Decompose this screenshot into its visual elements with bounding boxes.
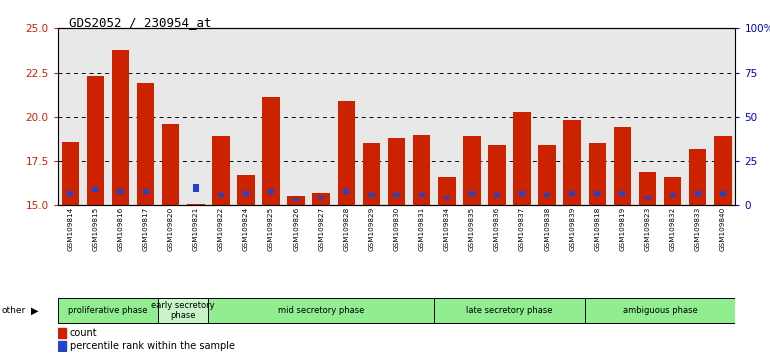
Bar bbox=[538, 145, 556, 205]
Bar bbox=[720, 190, 726, 195]
Bar bbox=[644, 195, 651, 199]
Text: late secretory phase: late secretory phase bbox=[466, 306, 553, 315]
Text: ambiguous phase: ambiguous phase bbox=[623, 306, 698, 315]
Bar bbox=[664, 177, 681, 205]
Bar bbox=[293, 198, 300, 201]
Bar bbox=[569, 190, 575, 195]
Text: ▶: ▶ bbox=[31, 306, 38, 316]
Text: percentile rank within the sample: percentile rank within the sample bbox=[69, 341, 235, 351]
Bar bbox=[313, 193, 330, 205]
Bar bbox=[237, 175, 255, 205]
Bar bbox=[494, 193, 500, 197]
Bar bbox=[62, 142, 79, 205]
Bar bbox=[469, 190, 475, 195]
Bar bbox=[343, 189, 350, 194]
Bar bbox=[544, 193, 551, 197]
Bar bbox=[388, 138, 405, 205]
Bar bbox=[67, 190, 73, 195]
Bar bbox=[337, 101, 355, 205]
Bar bbox=[594, 190, 601, 195]
Bar bbox=[86, 76, 104, 205]
Bar bbox=[689, 149, 707, 205]
Bar bbox=[393, 193, 400, 197]
Bar bbox=[488, 145, 506, 205]
Bar bbox=[614, 127, 631, 205]
Bar bbox=[619, 190, 625, 195]
Bar bbox=[670, 193, 676, 197]
Bar bbox=[187, 204, 205, 205]
Bar bbox=[413, 135, 430, 205]
Bar bbox=[218, 193, 224, 197]
Bar bbox=[209, 298, 434, 324]
Bar bbox=[318, 195, 324, 199]
Bar bbox=[192, 184, 199, 192]
Bar bbox=[444, 195, 450, 199]
Bar bbox=[112, 50, 129, 205]
Bar bbox=[92, 187, 99, 192]
Bar bbox=[419, 193, 425, 197]
Bar bbox=[695, 190, 701, 195]
Bar bbox=[588, 143, 606, 205]
Bar bbox=[463, 136, 480, 205]
Bar bbox=[268, 189, 274, 194]
Bar bbox=[58, 298, 158, 324]
Bar bbox=[368, 193, 374, 197]
Bar bbox=[438, 177, 456, 205]
Bar bbox=[363, 143, 380, 205]
Bar bbox=[434, 298, 584, 324]
Bar bbox=[58, 341, 66, 351]
Bar bbox=[162, 124, 179, 205]
Bar bbox=[639, 172, 656, 205]
Bar bbox=[158, 298, 209, 324]
Bar bbox=[117, 189, 123, 194]
Bar bbox=[287, 196, 305, 205]
Bar bbox=[137, 83, 154, 205]
Text: mid secretory phase: mid secretory phase bbox=[278, 306, 364, 315]
Bar bbox=[243, 190, 249, 195]
Bar bbox=[514, 112, 531, 205]
Text: proliferative phase: proliferative phase bbox=[69, 306, 148, 315]
Text: count: count bbox=[69, 327, 97, 338]
Bar bbox=[519, 190, 525, 195]
Bar bbox=[564, 120, 581, 205]
Bar bbox=[263, 97, 280, 205]
Bar bbox=[142, 189, 149, 194]
Text: other: other bbox=[2, 306, 25, 315]
Bar bbox=[584, 298, 735, 324]
Bar bbox=[58, 327, 66, 338]
Bar bbox=[212, 136, 229, 205]
Text: GDS2052 / 230954_at: GDS2052 / 230954_at bbox=[69, 16, 212, 29]
Bar bbox=[714, 136, 732, 205]
Text: early secretory
phase: early secretory phase bbox=[152, 301, 215, 320]
